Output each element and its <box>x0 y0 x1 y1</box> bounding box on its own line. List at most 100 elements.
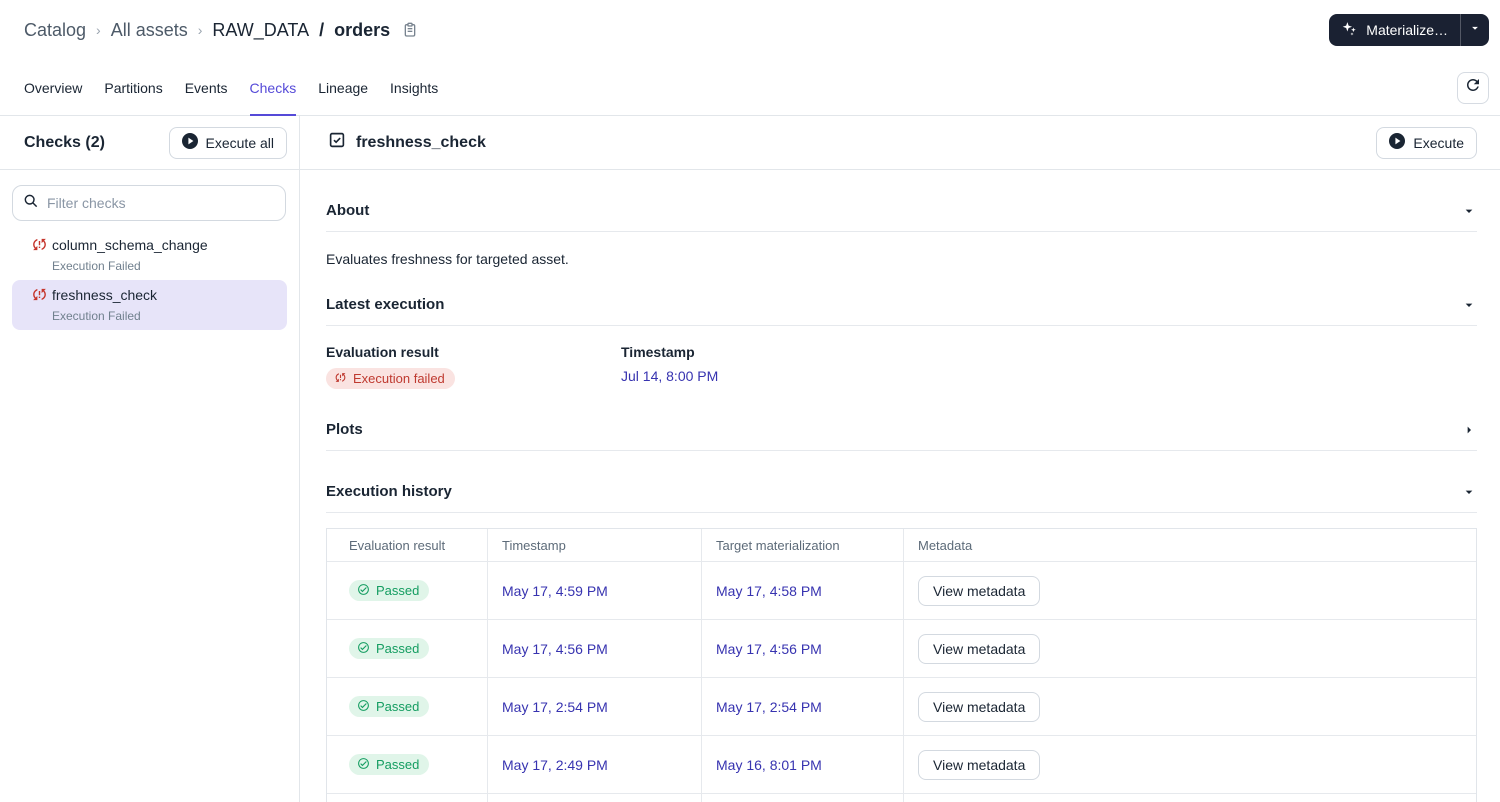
badge-label: Execution failed <box>353 371 445 386</box>
chevron-down-icon <box>1461 203 1477 219</box>
table-row: Passed May 17, 4:59 PM May 17, 4:58 PM V… <box>327 561 1476 619</box>
timestamp-label: Timestamp <box>621 344 695 360</box>
badge-label: Passed <box>376 641 420 656</box>
section-header-latest-execution[interactable]: Latest execution <box>326 282 1477 326</box>
badge-label: Passed <box>376 583 420 598</box>
status-badge-passed: Passed <box>349 696 430 717</box>
page-body: Checks (2) Execute all <box>0 116 1500 802</box>
column-header-metadata: Metadata <box>903 529 1476 561</box>
tab-partitions[interactable]: Partitions <box>104 79 163 96</box>
status-badge-execution-failed: Execution failed <box>326 368 455 389</box>
section-header-plots[interactable]: Plots <box>326 413 1477 451</box>
execution-timestamp-link[interactable]: May 17, 2:54 PM <box>502 698 608 715</box>
check-box-icon <box>328 131 346 154</box>
materialize-dropdown-button[interactable] <box>1460 14 1489 46</box>
execution-history-table: Evaluation result Timestamp Target mater… <box>326 528 1477 802</box>
execution-timestamp-link[interactable]: May 17, 2:49 PM <box>502 756 608 773</box>
chevron-right-icon: › <box>197 22 203 38</box>
status-badge-passed: Passed <box>349 580 430 601</box>
column-header-evaluation-result: Evaluation result <box>349 537 446 553</box>
check-name: column_schema_change <box>52 236 208 253</box>
table-row <box>327 793 1476 802</box>
table-row: Passed May 17, 4:56 PM May 17, 4:56 PM V… <box>327 619 1476 677</box>
list-item-freshness-check[interactable]: freshness_check Execution Failed <box>12 280 287 330</box>
execution-failed-icon <box>31 236 48 253</box>
asset-tabs: Overview Partitions Events Checks Lineag… <box>0 60 1500 116</box>
refresh-button[interactable] <box>1457 71 1489 104</box>
badge-label: Passed <box>376 757 420 772</box>
section-title: Plots <box>326 421 363 438</box>
materialize-button-label: Materialize… <box>1366 22 1448 38</box>
execute-label: Execute <box>1413 134 1464 151</box>
target-materialization-link[interactable]: May 17, 4:56 PM <box>716 640 822 657</box>
view-metadata-button[interactable]: View metadata <box>918 691 1041 722</box>
check-status: Execution Failed <box>52 259 141 273</box>
section-header-about[interactable]: About <box>326 170 1477 232</box>
check-name: freshness_check <box>52 286 158 303</box>
breadcrumb-path-separator: / <box>319 19 325 40</box>
list-item-column-schema-change[interactable]: column_schema_change Execution Failed <box>12 230 287 280</box>
check-status: Execution Failed <box>52 309 141 323</box>
execution-timestamp-link[interactable]: May 17, 4:56 PM <box>502 640 608 657</box>
status-badge-passed: Passed <box>349 638 430 659</box>
check-circle-icon <box>357 699 370 715</box>
view-metadata-button[interactable]: View metadata <box>918 749 1041 780</box>
target-materialization-link[interactable]: May 17, 2:54 PM <box>716 698 822 715</box>
view-metadata-button[interactable]: View metadata <box>918 575 1041 606</box>
page-title: freshness_check <box>356 133 486 151</box>
table-row: Passed May 17, 2:49 PM May 16, 8:01 PM V… <box>327 735 1476 793</box>
top-header: Catalog › All assets › RAW_DATA / orders <box>0 0 1500 60</box>
refresh-icon <box>1464 76 1482 99</box>
execute-all-button[interactable]: Execute all <box>168 126 287 159</box>
breadcrumb-all-assets[interactable]: All assets <box>110 19 188 40</box>
breadcrumb-asset-group[interactable]: RAW_DATA <box>212 19 310 40</box>
tab-lineage[interactable]: Lineage <box>318 79 369 96</box>
latest-execution-timestamp-link[interactable]: Jul 14, 8:00 PM <box>621 368 719 384</box>
materialize-split-button: Materialize… <box>1329 14 1489 46</box>
section-title: Execution history <box>326 483 452 500</box>
play-circle-icon <box>181 133 198 152</box>
breadcrumb: Catalog › All assets › RAW_DATA / orders <box>24 20 418 41</box>
breadcrumb-catalog[interactable]: Catalog <box>24 19 87 40</box>
evaluation-result-label: Evaluation result <box>326 344 439 360</box>
execute-all-label: Execute all <box>205 134 274 151</box>
filter-checks-field[interactable] <box>12 185 286 221</box>
chevron-right-icon <box>1461 422 1477 438</box>
check-circle-icon <box>357 757 370 773</box>
status-badge-passed: Passed <box>349 754 430 775</box>
materialize-button[interactable]: Materialize… <box>1329 14 1460 46</box>
check-detail-panel: freshness_check Execute About Evaluates … <box>300 116 1500 802</box>
sparkle-icon <box>1341 20 1358 40</box>
tab-insights[interactable]: Insights <box>390 79 439 96</box>
play-circle-icon <box>1389 133 1406 152</box>
section-title: About <box>326 202 370 219</box>
chevron-down-icon <box>1468 21 1482 40</box>
column-header-target-materialization: Target materialization <box>701 529 903 561</box>
table-header-row: Evaluation result Timestamp Target mater… <box>327 529 1476 561</box>
check-detail-content: About Evaluates freshness for targeted a… <box>300 170 1500 802</box>
chevron-down-icon <box>1461 484 1477 500</box>
checks-sidebar-header: Checks (2) Execute all <box>0 116 299 170</box>
check-detail-header: freshness_check Execute <box>300 116 1500 170</box>
chevron-down-icon <box>1461 297 1477 313</box>
latest-execution-info: Evaluation result Execution failed <box>326 326 1477 413</box>
tab-events[interactable]: Events <box>184 79 228 96</box>
sync-problem-icon <box>334 371 347 387</box>
execution-timestamp-link[interactable]: May 17, 4:59 PM <box>502 582 608 599</box>
section-header-execution-history[interactable]: Execution history <box>326 451 1477 513</box>
check-description: Evaluates freshness for targeted asset. <box>326 251 569 267</box>
tab-checks[interactable]: Checks <box>249 60 296 116</box>
target-materialization-link[interactable]: May 16, 8:01 PM <box>716 756 822 773</box>
copy-asset-name-icon[interactable] <box>402 22 418 38</box>
check-circle-icon <box>357 583 370 599</box>
column-header-timestamp: Timestamp <box>487 529 701 561</box>
target-materialization-link[interactable]: May 17, 4:58 PM <box>716 582 822 599</box>
checks-count-title: Checks (2) <box>24 133 105 151</box>
execution-failed-icon <box>31 286 48 303</box>
chevron-right-icon: › <box>96 22 101 38</box>
execute-button[interactable]: Execute <box>1376 126 1477 159</box>
filter-checks-input[interactable] <box>47 195 275 211</box>
view-metadata-button[interactable]: View metadata <box>918 633 1041 664</box>
tab-overview[interactable]: Overview <box>24 79 83 96</box>
